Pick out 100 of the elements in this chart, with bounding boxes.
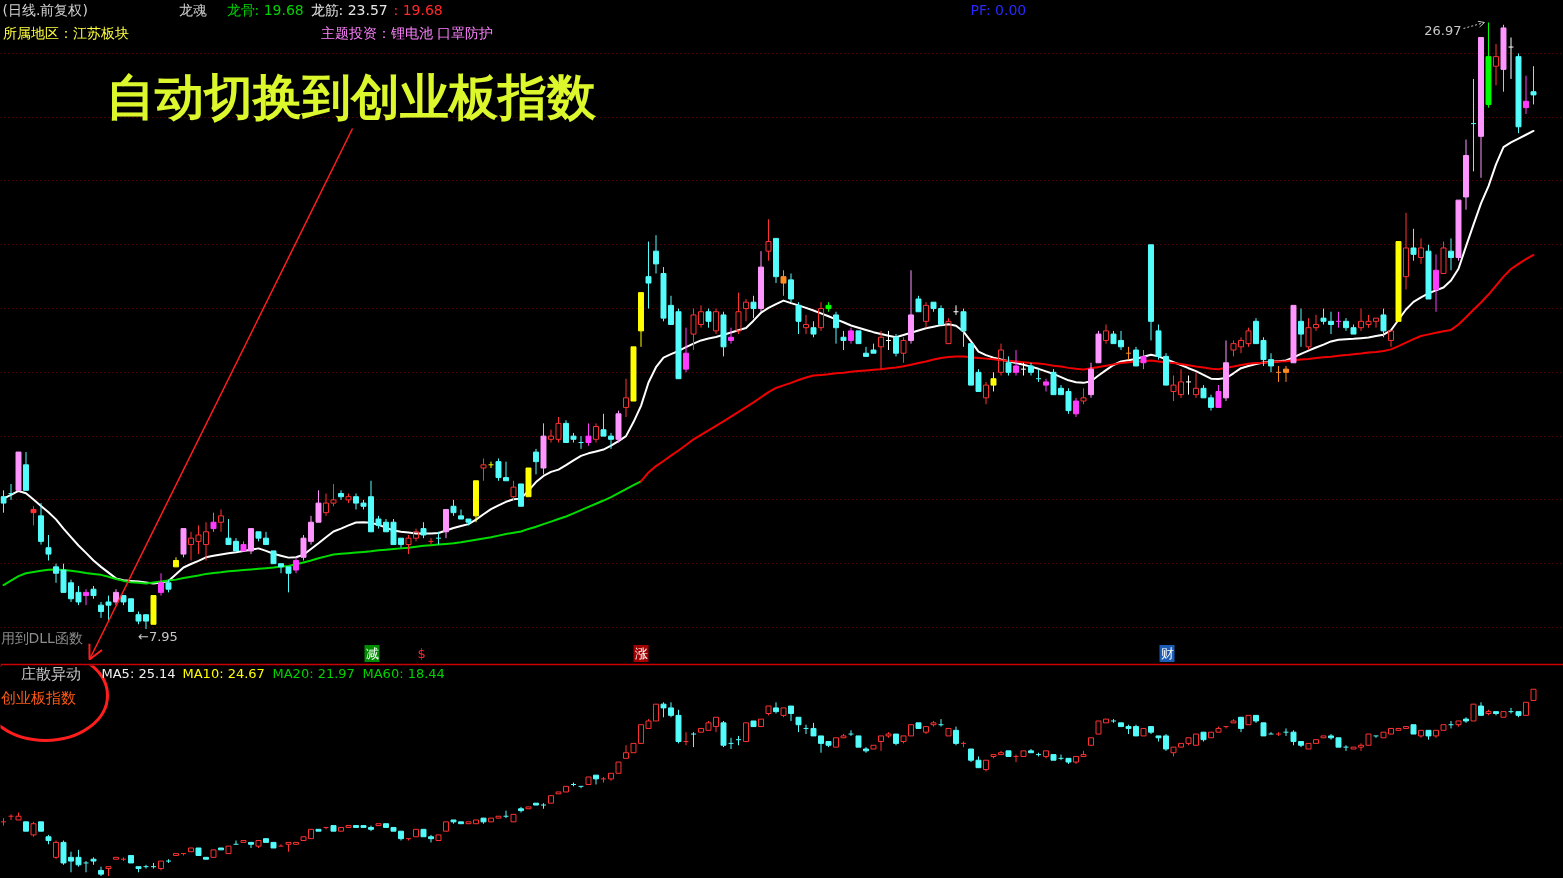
candlestick	[1455, 720, 1462, 728]
chart-title: 庄散异动	[20, 664, 81, 683]
candlestick	[1403, 212, 1409, 290]
candlestick	[840, 330, 847, 351]
candlestick	[1290, 304, 1297, 364]
candlestick	[248, 528, 254, 555]
candlestick	[38, 821, 44, 832]
candlestick	[480, 457, 487, 482]
candlestick	[1245, 714, 1252, 726]
candlestick	[1088, 362, 1094, 399]
candlestick	[780, 269, 787, 297]
candlestick	[1433, 729, 1439, 739]
candlestick	[23, 451, 29, 491]
candlestick	[525, 467, 532, 498]
candlestick	[1388, 330, 1394, 348]
candlestick	[188, 847, 194, 853]
candlestick	[1320, 735, 1327, 739]
candlestick	[848, 327, 854, 345]
candlestick	[983, 759, 989, 772]
candlestick	[585, 422, 592, 447]
candlestick	[1500, 711, 1507, 718]
candlestick	[1215, 384, 1222, 408]
candlestick	[83, 588, 89, 606]
candlestick	[173, 853, 179, 856]
candlestick	[1343, 744, 1349, 752]
candlestick	[1028, 362, 1034, 377]
candlestick	[1035, 368, 1042, 383]
candlestick	[1073, 397, 1079, 418]
candlestick	[1410, 724, 1417, 735]
candlestick	[1523, 75, 1529, 115]
candlestick	[923, 726, 929, 735]
candlestick	[533, 448, 539, 475]
candlestick	[1523, 701, 1529, 716]
candlestick	[893, 733, 899, 746]
candlestick	[1140, 349, 1147, 370]
candlestick	[1253, 714, 1259, 724]
candlestick	[443, 508, 449, 539]
candlestick	[900, 336, 907, 364]
candlestick	[525, 806, 532, 810]
candlestick	[833, 311, 839, 345]
candlestick	[1455, 199, 1462, 262]
candlestick	[1365, 733, 1372, 746]
candlestick	[218, 508, 224, 533]
candlestick	[1478, 701, 1484, 716]
candlestick	[90, 585, 97, 600]
candlestick	[435, 531, 442, 546]
candlestick	[1208, 731, 1214, 739]
annotation: : 19.68	[393, 1, 443, 18]
candlestick	[1088, 737, 1094, 746]
candlestick	[1395, 241, 1402, 322]
candlestick	[1343, 317, 1349, 332]
candlestick	[285, 566, 292, 593]
candlestick	[518, 483, 524, 507]
candlestick	[945, 317, 952, 345]
candlestick	[998, 343, 1004, 377]
candlestick	[195, 847, 202, 856]
candlestick	[878, 330, 884, 370]
candlestick	[915, 722, 922, 729]
annotation: 龙魂	[178, 1, 207, 18]
candlestick	[1440, 724, 1447, 731]
candlestick	[615, 761, 622, 774]
candlestick	[765, 218, 772, 262]
candlestick	[983, 381, 989, 405]
annotation: 财	[1160, 646, 1174, 661]
candlestick	[1148, 726, 1154, 735]
candlestick	[315, 828, 322, 832]
candlestick	[1305, 317, 1312, 351]
candlestick	[158, 860, 164, 871]
candlestick	[1298, 308, 1304, 348]
candlestick	[1268, 731, 1274, 735]
candlestick	[638, 292, 644, 348]
candlestick	[855, 735, 862, 748]
annotation: 龙骨: 19.68	[226, 1, 304, 18]
candlestick	[263, 531, 269, 546]
candlestick	[338, 489, 344, 501]
candlestick	[1328, 311, 1334, 335]
candlestick	[278, 843, 284, 847]
candlestick	[653, 234, 659, 274]
candlestick	[1425, 244, 1432, 300]
candlestick	[728, 327, 734, 345]
candlestick	[375, 823, 382, 827]
candlestick	[743, 722, 749, 743]
candlestick	[885, 330, 892, 351]
candlestick	[953, 726, 959, 746]
candlestick	[1020, 362, 1027, 377]
candlestick	[413, 828, 419, 838]
annotation: 26.97	[1424, 23, 1462, 38]
candlestick	[818, 301, 824, 332]
candlestick	[518, 806, 524, 814]
candlestick	[473, 480, 479, 523]
candlestick	[1103, 324, 1109, 345]
candlestick	[240, 840, 247, 843]
candlestick	[1223, 339, 1229, 402]
candlestick	[1133, 346, 1139, 367]
candlestick	[1328, 733, 1334, 741]
candlestick	[1260, 722, 1267, 737]
candlestick	[0, 489, 7, 514]
candlestick	[795, 301, 802, 335]
candlestick	[105, 866, 112, 877]
candlestick	[1373, 735, 1379, 739]
